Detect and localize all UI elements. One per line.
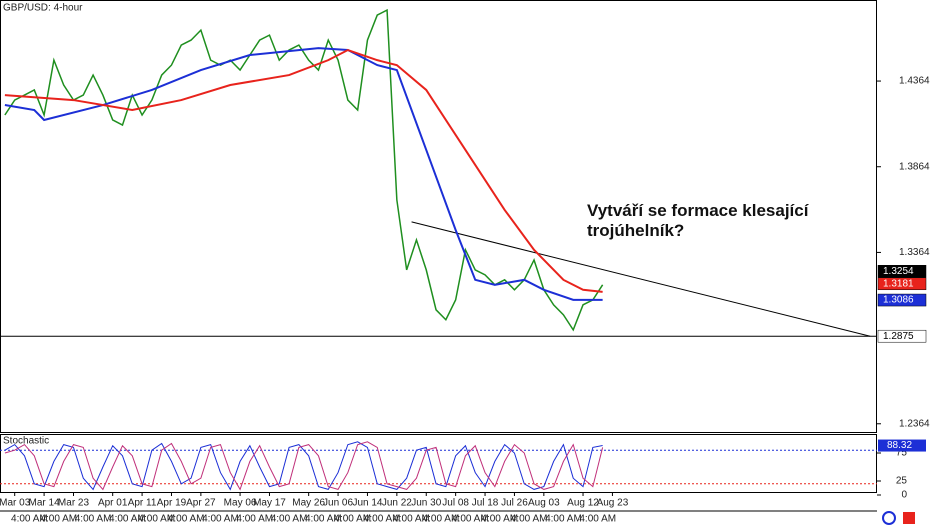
annotation: trojúhelník? (587, 221, 684, 240)
x-tick-label: Mar 23 (58, 498, 90, 509)
x-tick-label: Aug 23 (597, 498, 629, 509)
x-tick-label: Apr 27 (186, 498, 216, 509)
time-label: 4:00 AM (481, 514, 518, 525)
price-tag-label: 1.3254 (883, 266, 914, 277)
stoch-tick-label: 25 (896, 476, 908, 487)
title-bg (1, 1, 91, 15)
main-frame (0, 0, 877, 433)
time-label: 4:00 AM (393, 514, 430, 525)
price-line (4, 8, 604, 332)
time-label: 4:00 AM (305, 514, 342, 525)
x-tick-label: Apr 19 (157, 498, 187, 509)
x-tick-label: Jul 08 (442, 498, 469, 509)
price-tag (877, 293, 927, 307)
x-tick-label: Jul 18 (472, 498, 499, 509)
stoch-line (4, 441, 603, 491)
time-label: 4:00 AM (40, 514, 77, 525)
price-tag (877, 329, 927, 343)
time-label: 4:00 AM (168, 514, 205, 525)
x-tick-label: Jul 26 (501, 498, 528, 509)
time-label: 4:00 AM (11, 514, 48, 525)
y-tick-label: 1.3864 (899, 161, 930, 172)
stoch-title-bg (1, 435, 57, 447)
x-tick-label: Aug 03 (528, 498, 560, 509)
time-label: 4:00 AM (109, 514, 146, 525)
time-label: 4:00 AM (236, 514, 273, 525)
time-label: 4:00 AM (271, 514, 308, 525)
stoch-tag (878, 439, 926, 452)
x-tick-label: Apr 11 (128, 498, 157, 509)
stoch-title: Stochastic (3, 436, 49, 447)
annotation: Vytváří se formace klesající (587, 201, 810, 220)
price-tag-label: 1.3181 (883, 278, 914, 289)
time-label: 4:00 AM (334, 514, 371, 525)
link-icon[interactable] (882, 511, 896, 525)
chart-title: GBP/USD: 4-hour (3, 3, 83, 14)
x-tick-label: Apr 01 (98, 498, 128, 509)
x-tick-label: Mar 03 (0, 498, 31, 509)
time-label: 4:00 AM (511, 514, 548, 525)
x-tick-label: Jun 06 (323, 498, 353, 509)
close-icon[interactable] (903, 512, 915, 524)
stoch-line (4, 441, 604, 491)
price-tag-label: 1.3086 (883, 295, 914, 306)
x-tick-label: Aug 12 (567, 498, 599, 509)
x-tick-label: Mar 14 (29, 498, 61, 509)
moving-average (4, 47, 603, 301)
toolbar-icons[interactable] (882, 511, 915, 525)
time-label: 4:00 AM (75, 514, 112, 525)
x-tick-label: Jun 22 (382, 498, 412, 509)
x-tick-label: May 06 (224, 498, 257, 509)
stoch-tick-label: 75 (896, 448, 908, 459)
x-tick-label: May 26 (292, 498, 325, 509)
time-label: 4:00 AM (545, 514, 582, 525)
stoch-frame (0, 434, 877, 493)
stoch-tick-label: 0 (901, 490, 907, 501)
x-tick-label: Jun 14 (352, 498, 382, 509)
time-label: 4:00 AM (364, 514, 401, 525)
moving-average (4, 48, 603, 293)
y-tick-label: 1.4364 (899, 76, 930, 87)
x-tick-label: Jun 30 (411, 498, 441, 509)
price-tag (877, 265, 927, 278)
time-label: 4:00 AM (423, 514, 460, 525)
y-tick-label: 1.3364 (899, 247, 930, 258)
time-label: 4:00 AM (202, 514, 239, 525)
x-tick-label: May 17 (253, 498, 286, 509)
time-label: 4:00 AM (452, 514, 489, 525)
time-label: 4:00 AM (579, 514, 616, 525)
trend-line (411, 221, 871, 337)
y-tick-label: 1.2364 (899, 418, 930, 429)
stoch-tag-label: 88.32 (887, 440, 912, 451)
price-tag (877, 277, 927, 291)
price-tag-label: 1.2875 (883, 331, 914, 342)
time-label: 4:00 AM (138, 514, 175, 525)
